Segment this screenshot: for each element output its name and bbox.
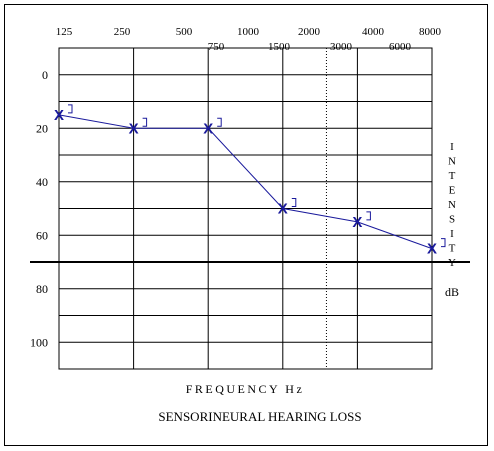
data-point-x-marker: X — [427, 241, 437, 258]
y-axis-title-letter: T — [449, 170, 456, 182]
chart-title: SENSORINEURAL HEARING LOSS — [158, 409, 361, 424]
data-point-x-marker: X — [203, 120, 213, 137]
y-tick-label: 60 — [36, 228, 48, 242]
y-tick-label: 80 — [36, 282, 48, 296]
masking-bracket — [291, 198, 297, 207]
x-minor-tick-label: 1500 — [268, 41, 291, 53]
x-tick-label: 125 — [56, 26, 73, 38]
x-tick-labels: 125 250 500 1000 2000 4000 8000 750 1500 3000 6000 — [56, 26, 442, 53]
y-axis-title-letter: N — [448, 156, 456, 168]
x-minor-tick-label: 6000 — [389, 41, 412, 53]
y-tick-label: 100 — [30, 335, 48, 349]
data-point-x-marker: X — [278, 201, 288, 218]
y-axis-unit: dB — [445, 285, 459, 299]
x-tick-label: 8000 — [419, 26, 442, 38]
series-line — [58, 114, 433, 250]
masking-bracket — [366, 211, 371, 221]
y-axis-title-letter: Y — [448, 257, 456, 269]
x-minor-tick-label: 3000 — [330, 41, 353, 53]
x-tick-label: 2000 — [298, 26, 321, 38]
grid-lines — [30, 47, 470, 370]
x-tick-label: 500 — [176, 26, 193, 38]
x-tick-label: 1000 — [237, 26, 260, 38]
series-hearing-thresholds: X X X X X X — [54, 104, 446, 258]
y-tick-labels: 0 20 40 60 80 100 — [30, 68, 48, 350]
data-point-x-marker: X — [54, 107, 64, 124]
data-point-x-marker: X — [129, 120, 139, 137]
y-axis-title-letter: I — [450, 228, 454, 240]
y-axis-title-letter: E — [449, 185, 456, 197]
x-minor-tick-label: 750 — [208, 41, 225, 53]
x-axis-title: FREQUENCY Hz — [186, 382, 305, 396]
x-tick-label: 250 — [114, 26, 131, 38]
y-axis-title-letter: N — [448, 199, 456, 211]
y-axis-title-letter: S — [449, 214, 455, 226]
data-point-x-marker: X — [352, 214, 362, 231]
y-tick-label: 40 — [36, 175, 48, 189]
masking-bracket — [142, 117, 148, 127]
chart-frame — [4, 4, 488, 446]
y-axis-title-letter: T — [449, 243, 456, 255]
y-tick-label: 0 — [42, 68, 48, 82]
masking-bracket — [68, 104, 73, 114]
y-axis-title-letter: I — [450, 141, 454, 153]
masking-bracket — [217, 117, 222, 127]
x-tick-label: 4000 — [362, 26, 385, 38]
masking-bracket — [441, 238, 446, 248]
y-tick-label: 20 — [36, 121, 48, 135]
